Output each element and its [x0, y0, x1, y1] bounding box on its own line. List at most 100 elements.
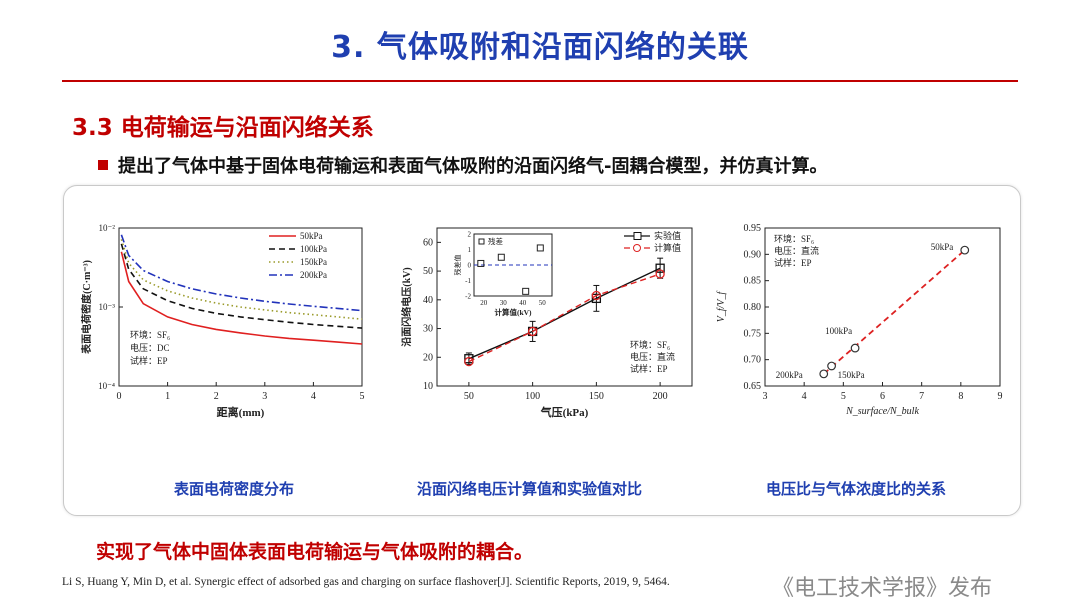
series-line-200kPa: [120, 234, 363, 312]
x-tick-label: 200: [653, 391, 668, 402]
figure-panel: 0 1 2 3 4 5 10⁻² 10⁻³ 10⁻⁴ 距离(mm) 表面电荷密度(C·m⁻³) 50k…: [63, 185, 1021, 516]
x-tick-label: 0: [117, 391, 122, 402]
x-tick-label: 50: [464, 391, 474, 402]
flashover-voltage-chart: 50 100 150 200102030405060气压(kPa)沿面闪络电压(kV)…: [400, 227, 693, 419]
plot-frame: [436, 227, 693, 387]
caption-voltage-comparison: 沿面闪络电压计算值和实验值对比: [417, 480, 643, 498]
series-line-实验值: [468, 267, 661, 360]
annotation-text: 环境：SF₆: [774, 233, 814, 244]
inset-point: [536, 244, 544, 252]
legend-label: 150kPa: [300, 257, 327, 267]
y-tick-label: 0.90: [744, 249, 762, 260]
slide-title: 3. 气体吸附和沿面闪络的关联: [331, 30, 749, 65]
x-tick-label: 4: [802, 391, 807, 402]
y-tick-label: 50: [423, 266, 433, 277]
point-label: 150kPa: [838, 370, 865, 380]
x-tick-label: 2: [214, 391, 219, 402]
point-label: 100kPa: [825, 326, 852, 336]
inset-y-tick-label: 1: [468, 246, 472, 254]
y-axis-label: 表面电荷密度(C·m⁻³): [80, 260, 93, 355]
point-label: 50kPa: [931, 242, 954, 252]
conclusion-text: 实现了气体中固体表面电荷输运与气体吸附的耦合。: [96, 541, 534, 563]
voltage-ratio-chart: 3 4 5 6 7 8 9 0.65 0.70 0.75 0.80 0.85 0.90 0.95 N_sur…: [716, 223, 1003, 417]
x-axis-label: 气压(kPa): [540, 405, 589, 419]
x-tick-label: 150: [589, 391, 604, 402]
inset-x-tick-label: 40: [519, 299, 527, 307]
data-point-circle: [591, 290, 602, 301]
inset-x-tick-label: 20: [480, 299, 488, 307]
series-line-计算值: [468, 273, 661, 363]
x-axis-label: N_surface/N_bulk: [845, 406, 919, 417]
trend-line: [823, 249, 966, 375]
annotation-text: 试样：EP: [630, 363, 668, 374]
y-tick-label: 0.85: [744, 276, 762, 287]
legend-marker: [633, 232, 642, 240]
inset-x-tick-label: 30: [500, 299, 508, 307]
series-line-150kPa: [120, 239, 363, 320]
x-tick-label: 7: [919, 391, 924, 402]
section-heading: 3.3 电荷输运与沿面闪络关系: [72, 115, 374, 141]
caption-ratio-relation: 电压比与气体浓度比的关系: [766, 480, 947, 498]
y-tick-label: 10⁻³: [99, 302, 116, 312]
annotation-text: 电压：DC: [130, 342, 170, 353]
inset-title: 残差: [488, 236, 503, 246]
x-tick-label: 3: [763, 391, 768, 402]
legend-label: 200kPa: [300, 270, 327, 280]
inset-legend-marker: [478, 238, 485, 245]
x-tick-label: 6: [880, 391, 885, 402]
y-tick-label: 0.75: [744, 328, 762, 339]
bullet-square-icon: [98, 160, 108, 170]
x-tick-label: 5: [841, 391, 846, 402]
x-tick-label: 3: [262, 391, 267, 402]
x-tick-label: 9: [998, 391, 1003, 402]
inset-point: [477, 259, 485, 267]
x-tick-label: 100: [525, 391, 540, 402]
inset-y-tick-label: -1: [465, 277, 471, 285]
x-tick-label: 1: [165, 391, 170, 402]
legend-label: 计算值: [654, 242, 681, 253]
inset-y-tick-label: 2: [468, 231, 472, 239]
y-tick-label: 40: [423, 295, 433, 306]
x-axis-label: 距离(mm): [217, 405, 265, 419]
inset-y-tick-label: 0: [468, 262, 472, 270]
annotation-text: 环境：SF₆: [630, 339, 670, 350]
y-tick-label: 60: [423, 237, 433, 248]
inset-y-tick-label: -2: [465, 293, 471, 301]
watermark-text: 《电工技术学报》发布: [772, 576, 993, 601]
surface-charge-chart: 0 1 2 3 4 5 10⁻² 10⁻³ 10⁻⁴ 距离(mm) 表面电荷密度(C·m⁻³) 50k…: [80, 223, 365, 419]
y-tick-label: 30: [423, 324, 433, 335]
data-point-square: [591, 293, 602, 304]
title-divider: [62, 80, 1018, 82]
annotation-text: 环境：SF₆: [130, 329, 170, 340]
y-tick-label: 0.70: [744, 355, 762, 366]
y-tick-label: 0.80: [744, 302, 762, 313]
data-point: [960, 245, 970, 255]
data-point-circle: [527, 326, 538, 337]
annotation-text: 试样：EP: [774, 257, 812, 268]
data-point-circle: [655, 269, 665, 279]
y-tick-label: 0.95: [744, 223, 762, 234]
bullet-point: 提出了气体中基于固体电荷输运和表面气体吸附的沿面闪络气-固耦合模型，并仿真计算。: [98, 152, 827, 178]
inset-x-label: 计算值(kV): [494, 307, 532, 317]
bullet-text: 提出了气体中基于固体电荷输运和表面气体吸附的沿面闪络气-固耦合模型，并仿真计算。: [118, 156, 828, 177]
y-axis-label: 沿面闪络电压(kV): [400, 267, 413, 346]
legend-label: 50kPa: [300, 231, 323, 241]
series-line-50kPa: [120, 251, 363, 345]
y-tick-label: 0.65: [744, 381, 762, 392]
series-line-100kPa: [120, 243, 363, 329]
inset-point: [497, 253, 505, 261]
inset-y-label: 残差值: [453, 255, 462, 276]
point-label: 200kPa: [776, 370, 803, 380]
reference-citation: Li S, Huang Y, Min D, et al. Synergic ef…: [62, 576, 670, 588]
x-tick-label: 8: [958, 391, 963, 402]
x-tick-label: 4: [311, 391, 316, 402]
y-tick-label: 10: [423, 381, 433, 392]
data-point-circle: [464, 356, 474, 367]
inset-point: [522, 287, 530, 295]
legend-marker: [633, 244, 641, 252]
caption-charge-distribution: 表面电荷密度分布: [174, 480, 295, 498]
legend-label: 实验值: [654, 230, 681, 241]
data-point: [819, 369, 829, 379]
y-tick-label: 10⁻²: [99, 223, 116, 233]
annotation-text: 试样：EP: [130, 355, 168, 366]
